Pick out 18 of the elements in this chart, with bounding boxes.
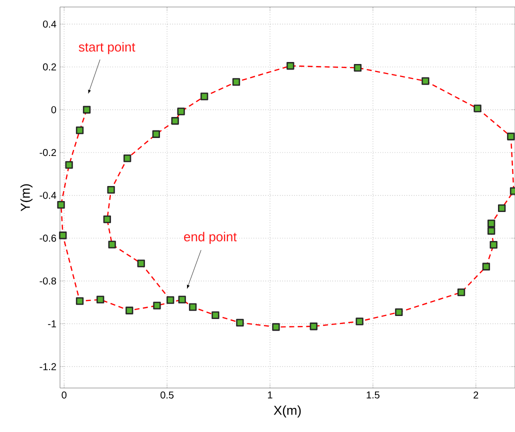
- y-tick-label: -0.8: [40, 277, 56, 284]
- y-tick-label: -1: [48, 320, 56, 328]
- y-tick-label: -0.2: [40, 149, 56, 156]
- x-tick-label: 2: [474, 392, 478, 398]
- x-axis-title: X(m): [274, 405, 301, 418]
- x-tick-label: 1: [268, 392, 272, 398]
- x-tick-label: 1.5: [366, 392, 380, 398]
- y-tick-label: -1.2: [40, 363, 56, 370]
- y-tick-label: 0.2: [43, 63, 56, 70]
- y-tick-label: -0.4: [40, 192, 56, 199]
- y-tick-label: -0.6: [40, 234, 56, 242]
- y-tick-label: 0.4: [43, 20, 56, 28]
- y-axis-title: Y(m): [20, 184, 32, 212]
- x-tick-label: 0.5: [160, 392, 174, 399]
- annotation: start point: [78, 42, 136, 54]
- annotation: end point: [184, 232, 237, 244]
- x-tick-label: 0: [62, 392, 67, 399]
- y-tick-label: 0: [51, 106, 56, 114]
